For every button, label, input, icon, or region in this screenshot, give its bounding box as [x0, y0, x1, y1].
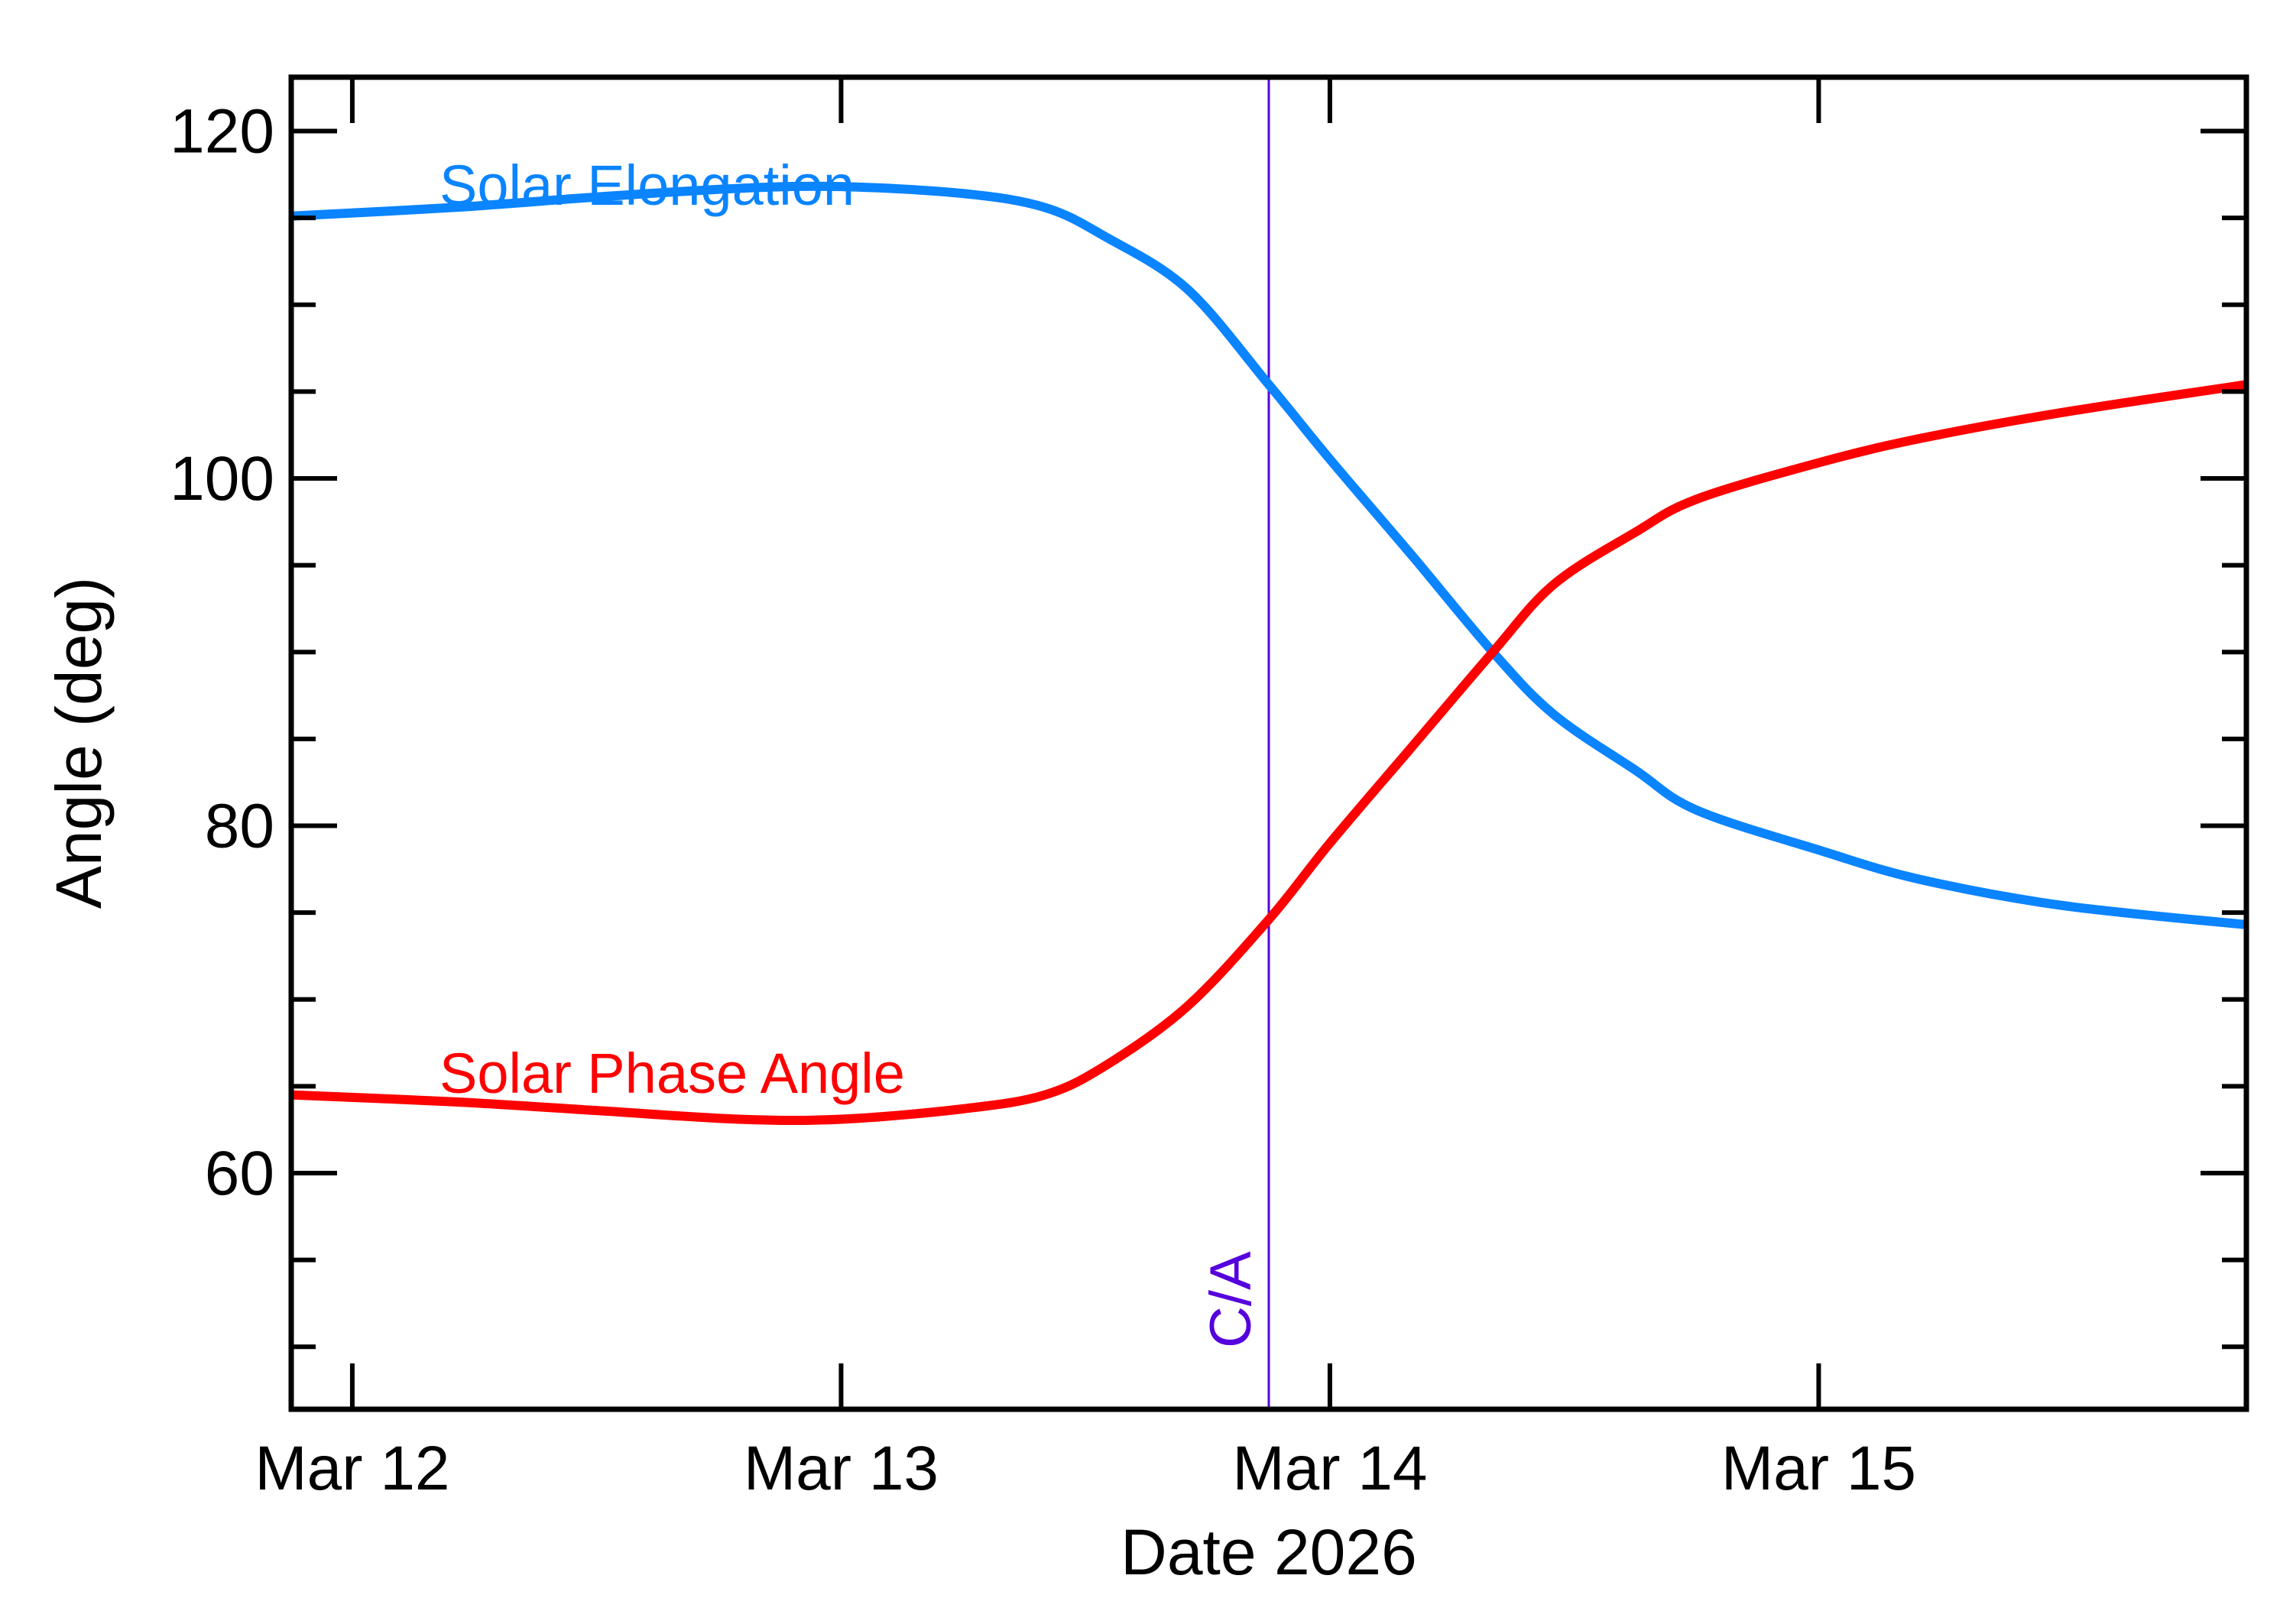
- legend-label-solar-elongation: Solar Elongation: [439, 154, 855, 217]
- y-tick-label: 60: [205, 1139, 274, 1208]
- y-tick-label: 120: [170, 96, 274, 166]
- series-line-solar-phase-angle: [290, 380, 2247, 1126]
- legend-label-solar-phase-angle: Solar Phase Angle: [439, 1042, 905, 1105]
- series-line-solar-elongation: [290, 181, 2247, 929]
- x-axis-label: Date 2026: [1121, 1516, 1417, 1588]
- x-tick-label: Mar 12: [255, 1434, 449, 1503]
- y-axis-label: Angle (deg): [43, 577, 115, 909]
- plot-frame: [288, 74, 2249, 1412]
- x-tick-label: Mar 15: [1721, 1434, 1916, 1503]
- x-tick-label: Mar 13: [744, 1434, 939, 1503]
- closest-approach-label: C/A: [1198, 1251, 1263, 1348]
- y-tick-label: 100: [170, 444, 274, 514]
- y-tick-label: 80: [205, 791, 274, 861]
- x-tick-label: Mar 14: [1232, 1434, 1427, 1503]
